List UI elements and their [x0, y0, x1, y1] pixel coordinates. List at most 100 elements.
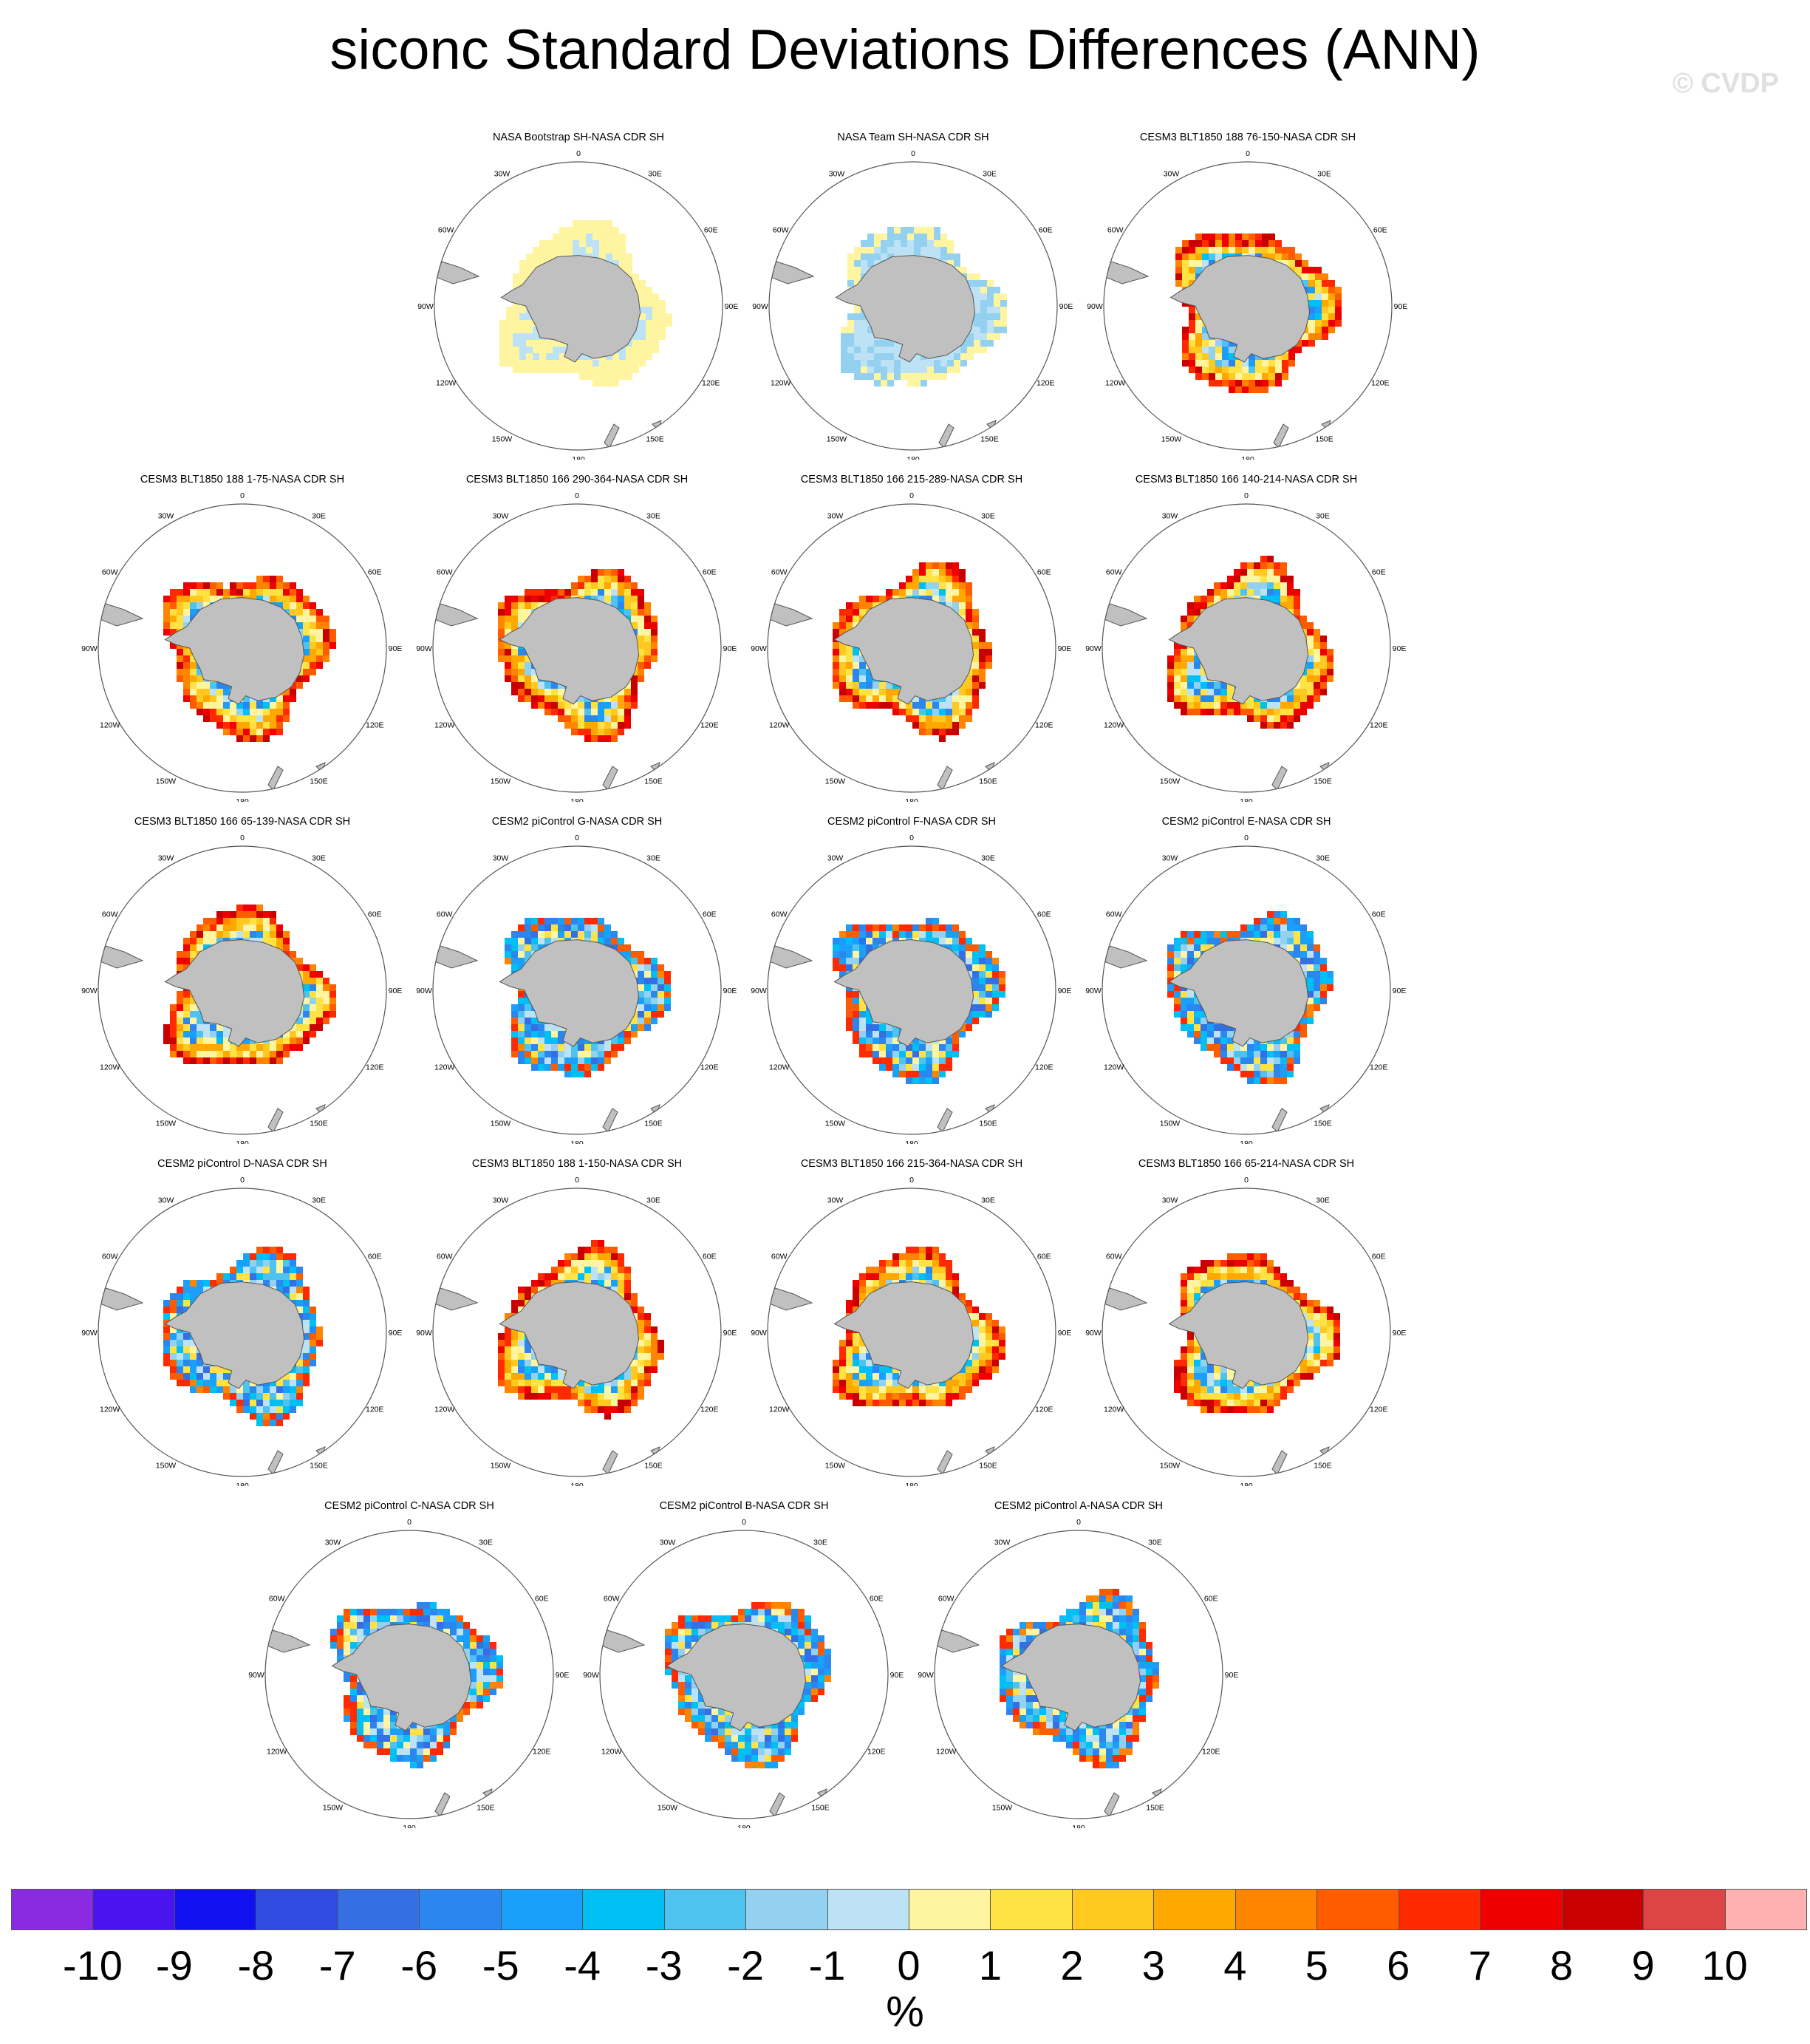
grid-cell — [859, 1044, 866, 1051]
grid-cell — [538, 1038, 544, 1044]
grid-cell — [952, 596, 959, 602]
grid-cell — [1287, 918, 1294, 924]
grid-cell — [1275, 380, 1282, 386]
grid-cell — [866, 682, 872, 689]
grid-cell — [1280, 569, 1287, 576]
grid-cell — [303, 978, 310, 984]
grid-cell — [571, 1071, 578, 1077]
grid-cell — [631, 602, 638, 609]
grid-cell — [1275, 240, 1282, 247]
grid-cell — [967, 280, 974, 287]
grid-cell — [906, 931, 912, 938]
grid-cell — [638, 971, 644, 978]
grid-cell — [190, 1011, 197, 1018]
grid-cell — [1189, 267, 1195, 273]
grid-cell — [926, 715, 932, 722]
longitude-label: 30W — [827, 512, 844, 521]
grid-cell — [243, 911, 250, 918]
grid-cell — [939, 735, 946, 742]
grid-cell — [1294, 695, 1300, 702]
longitude-label: 180 — [906, 455, 920, 460]
grid-cell — [518, 622, 525, 629]
grid-cell — [243, 729, 250, 735]
grid-cell — [511, 1004, 518, 1011]
grid-cell — [974, 327, 980, 333]
grid-cell — [513, 273, 519, 280]
grid-cell — [972, 998, 979, 1004]
grid-cell — [839, 689, 846, 695]
grid-cell — [894, 227, 901, 234]
longitude-label: 60E — [368, 910, 382, 919]
grid-cell — [525, 1051, 531, 1057]
grid-cell — [644, 991, 651, 998]
grid-cell — [1280, 924, 1287, 931]
grid-cell — [518, 924, 525, 931]
grid-cell — [946, 931, 952, 938]
grid-cell — [606, 240, 612, 247]
grid-cell — [1307, 642, 1314, 649]
grid-cell — [531, 1031, 538, 1038]
grid-cell — [879, 1038, 886, 1044]
grid-cell — [612, 360, 619, 367]
grid-cell — [1335, 320, 1342, 327]
grid-cell — [986, 958, 992, 964]
grid-cell — [183, 1051, 190, 1057]
grid-cell — [847, 320, 854, 327]
grid-cell — [664, 991, 671, 998]
grid-cell — [170, 1051, 177, 1057]
grid-cell — [1187, 682, 1194, 689]
grid-cell — [952, 602, 959, 609]
grid-cell — [1315, 307, 1322, 313]
grid-cell — [886, 596, 892, 602]
grid-cell — [1167, 964, 1174, 971]
grid-cell — [939, 576, 946, 582]
grid-cell — [839, 649, 846, 655]
grid-cell — [276, 582, 283, 589]
grid-cell — [833, 622, 839, 629]
grid-cell — [833, 662, 839, 669]
grid-cell — [525, 589, 531, 596]
grid-cell — [505, 602, 511, 609]
longitude-label: 90W — [1085, 644, 1102, 653]
grid-cell — [310, 1024, 316, 1031]
grid-cell — [203, 1044, 210, 1051]
grid-cell — [296, 589, 303, 596]
grid-cell — [283, 938, 290, 944]
grid-cell — [859, 1004, 866, 1011]
grid-cell — [270, 924, 276, 931]
grid-cell — [1214, 709, 1220, 715]
grid-cell — [841, 327, 847, 333]
grid-cell — [584, 702, 591, 709]
grid-cell — [511, 616, 518, 622]
grid-cell — [846, 695, 853, 702]
grid-cell — [927, 247, 934, 253]
grid-cell — [553, 234, 559, 240]
grid-cell — [894, 373, 901, 380]
grid-cell — [1249, 360, 1255, 367]
longitude-label: 60E — [1037, 910, 1051, 919]
grid-cell — [932, 1064, 939, 1071]
grid-cell — [223, 702, 230, 709]
grid-cell — [1229, 234, 1235, 240]
grid-cell — [323, 1004, 329, 1011]
map-panel: CESM2 piControl F-NASA CDR SH 0 30E 60E 90E 1… — [742, 816, 1082, 1150]
grid-cell — [946, 562, 952, 569]
grid-cell — [270, 729, 276, 735]
grid-cell — [1189, 333, 1195, 340]
grid-cell — [612, 227, 619, 234]
grid-cell — [578, 1051, 584, 1057]
grid-cell — [1275, 360, 1282, 367]
grid-cell — [183, 1044, 190, 1051]
grid-cell — [531, 596, 538, 602]
grid-cell — [906, 576, 912, 582]
grid-cell — [881, 360, 887, 367]
grid-cell — [525, 998, 531, 1004]
grid-cell — [638, 984, 644, 991]
grid-cell — [1194, 951, 1201, 958]
grid-cell — [1202, 253, 1209, 260]
grid-cell — [323, 984, 329, 991]
grid-cell — [606, 373, 612, 380]
grid-cell — [223, 695, 230, 702]
grid-cell — [1195, 260, 1202, 267]
grid-cell — [190, 602, 197, 609]
